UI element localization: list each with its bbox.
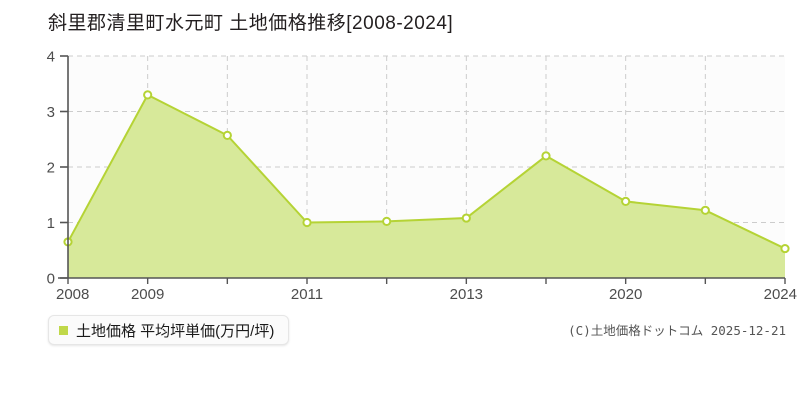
legend-label: 土地価格 平均坪単価(万円/坪) [76, 322, 275, 340]
copyright-credit: (C)土地価格ドットコム 2025-12-21 [568, 323, 786, 338]
data-point-marker[interactable] [700, 205, 710, 215]
data-point-marker[interactable] [780, 243, 790, 254]
x-axis-tick-label: 2013 [450, 286, 483, 303]
x-axis-tick-labels: 2008 2009 2011 2013 2020 2024 [56, 286, 797, 303]
line-series-stroke [67, 93, 786, 250]
axis-lines [58, 55, 786, 284]
data-point-marker[interactable] [621, 196, 631, 207]
data-point-marker[interactable] [302, 217, 312, 228]
x-axis-tick-label: 2011 [291, 286, 323, 303]
data-point-marker[interactable] [461, 213, 471, 223]
x-axis-tick-label: 2009 [131, 286, 164, 303]
legend-swatch-icon [59, 325, 68, 335]
data-point-marker[interactable] [541, 151, 551, 161]
data-point-marker[interactable] [143, 90, 153, 100]
area-series-fill [68, 94, 785, 278]
x-axis-tick-label: 2024 [764, 286, 797, 303]
y-axis-tick-label: 0 [47, 271, 55, 288]
data-point-marker[interactable] [222, 130, 232, 140]
chart-legend: 土地価格 平均坪単価(万円/坪) [48, 315, 290, 345]
page-title: 斜里郡清里町水元町 土地価格推移[2008-2024] [48, 13, 454, 34]
series-line-path [67, 93, 786, 250]
y-axis-tick-label: 2 [47, 160, 55, 177]
y-axis-tick-label: 4 [47, 49, 55, 66]
x-axis-tick-label: 2020 [609, 286, 642, 303]
data-point-markers [63, 90, 790, 254]
y-axis-tick-label: 1 [47, 215, 55, 232]
y-axis-tick-label: 3 [47, 104, 55, 121]
x-axis-tick-label: 2008 [56, 286, 89, 303]
area-fill-path [68, 94, 785, 278]
data-point-marker[interactable] [382, 216, 392, 226]
y-axis-tick-labels: 0 1 2 3 4 [47, 49, 55, 288]
